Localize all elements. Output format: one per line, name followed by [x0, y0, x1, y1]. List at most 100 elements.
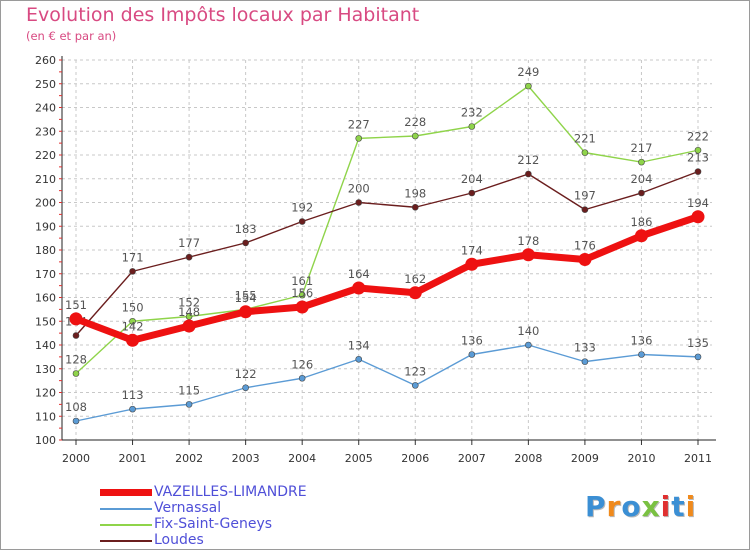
data-point [691, 210, 705, 224]
data-label: 123 [404, 364, 426, 378]
data-point [638, 158, 645, 166]
data-point [581, 206, 589, 213]
data-label: 152 [178, 296, 200, 310]
data-label: 161 [291, 274, 313, 288]
data-label: 171 [122, 250, 144, 264]
data-label: 227 [348, 117, 370, 131]
y-tick-label: 220 [35, 149, 56, 162]
x-tick-label: 2002 [175, 452, 203, 465]
y-tick-label: 210 [35, 173, 56, 186]
data-point [182, 319, 196, 333]
logo-letter: i [685, 490, 697, 523]
data-point [525, 170, 532, 178]
x-tick-label: 2011 [684, 452, 712, 465]
chart-title: Evolution des Impôts locaux par Habitant [26, 4, 420, 26]
data-point [242, 239, 249, 247]
y-tick-label: 180 [35, 244, 56, 257]
data-label: 133 [574, 341, 596, 355]
data-point [468, 189, 476, 197]
data-point [352, 281, 366, 295]
data-label: 217 [630, 141, 652, 155]
y-tick-label: 200 [35, 197, 56, 210]
data-point [355, 355, 363, 363]
legend-swatch [100, 508, 152, 510]
data-label: 155 [235, 288, 257, 302]
x-tick-label: 2003 [232, 452, 260, 465]
data-label: 136 [630, 334, 652, 348]
logo-letter: t [671, 490, 686, 523]
series-line-2 [75, 85, 699, 375]
data-label: 212 [517, 153, 539, 167]
data-point [126, 333, 140, 347]
y-tick-label: 190 [35, 220, 56, 233]
legend-swatch [100, 524, 152, 526]
data-point [298, 218, 306, 225]
legend-label: Vernassal [154, 500, 222, 516]
data-point [185, 253, 193, 261]
data-label: 222 [687, 129, 709, 143]
data-point [72, 370, 80, 377]
legend-swatch [100, 540, 152, 542]
data-label: 213 [687, 151, 709, 165]
data-point [355, 135, 363, 142]
data-point [411, 382, 419, 389]
logo-letter: P [585, 490, 607, 523]
data-label: 142 [122, 319, 144, 333]
x-tick-label: 2010 [627, 452, 655, 465]
data-point [465, 257, 479, 271]
data-label: 183 [235, 222, 257, 236]
data-point [129, 405, 136, 413]
data-point [694, 168, 702, 175]
data-label: 156 [291, 286, 313, 300]
data-point [72, 417, 80, 425]
data-point [581, 149, 589, 156]
data-label: 204 [461, 172, 483, 186]
data-label: 162 [404, 272, 426, 286]
data-label: 122 [235, 367, 257, 381]
y-tick-label: 260 [35, 54, 56, 67]
data-label: 126 [291, 357, 313, 371]
logo-letter: o [621, 490, 642, 523]
series-line-0 [72, 213, 702, 344]
logo-letter: i [660, 490, 672, 523]
data-point [694, 146, 702, 154]
y-tick-label: 110 [35, 410, 56, 423]
legend-label: Fix-Saint-Geneys [154, 516, 273, 532]
data-point [525, 82, 532, 90]
data-label: 186 [630, 215, 652, 229]
data-label: 164 [348, 267, 370, 281]
y-tick-label: 250 [35, 78, 56, 91]
data-label: 174 [461, 243, 483, 257]
data-label: 154 [235, 291, 257, 305]
legend-swatch [100, 489, 152, 496]
data-point [129, 268, 136, 275]
y-tick-label: 100 [35, 434, 56, 447]
x-tick-label: 2008 [514, 452, 542, 465]
data-label: 204 [630, 172, 652, 186]
logo-letter: r [606, 490, 622, 523]
data-label: 128 [65, 353, 87, 367]
y-tick-label: 140 [35, 339, 56, 352]
data-label: 134 [348, 338, 370, 352]
x-tick-label: 2001 [119, 452, 147, 465]
data-point [298, 374, 306, 382]
data-label: 192 [291, 201, 313, 215]
data-point [694, 353, 702, 361]
data-point [408, 286, 422, 300]
data-label: 135 [687, 336, 709, 350]
data-point [525, 341, 532, 349]
data-point [239, 305, 253, 319]
data-label: 108 [65, 400, 87, 414]
y-tick-label: 160 [35, 292, 56, 305]
data-label: 176 [574, 239, 596, 253]
data-label: 232 [461, 106, 483, 120]
data-point [72, 332, 80, 339]
data-label: 197 [574, 189, 596, 203]
data-point [355, 199, 363, 206]
data-point [578, 253, 592, 266]
x-tick-label: 2000 [62, 452, 90, 465]
y-tick-label: 240 [35, 102, 56, 115]
data-point [242, 384, 249, 392]
data-point [298, 291, 306, 299]
data-point [521, 248, 535, 262]
